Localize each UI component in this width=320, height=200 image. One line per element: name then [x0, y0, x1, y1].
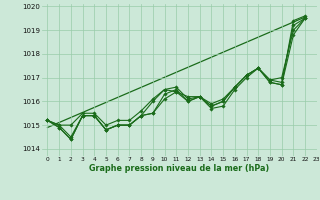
X-axis label: Graphe pression niveau de la mer (hPa): Graphe pression niveau de la mer (hPa): [89, 164, 269, 173]
